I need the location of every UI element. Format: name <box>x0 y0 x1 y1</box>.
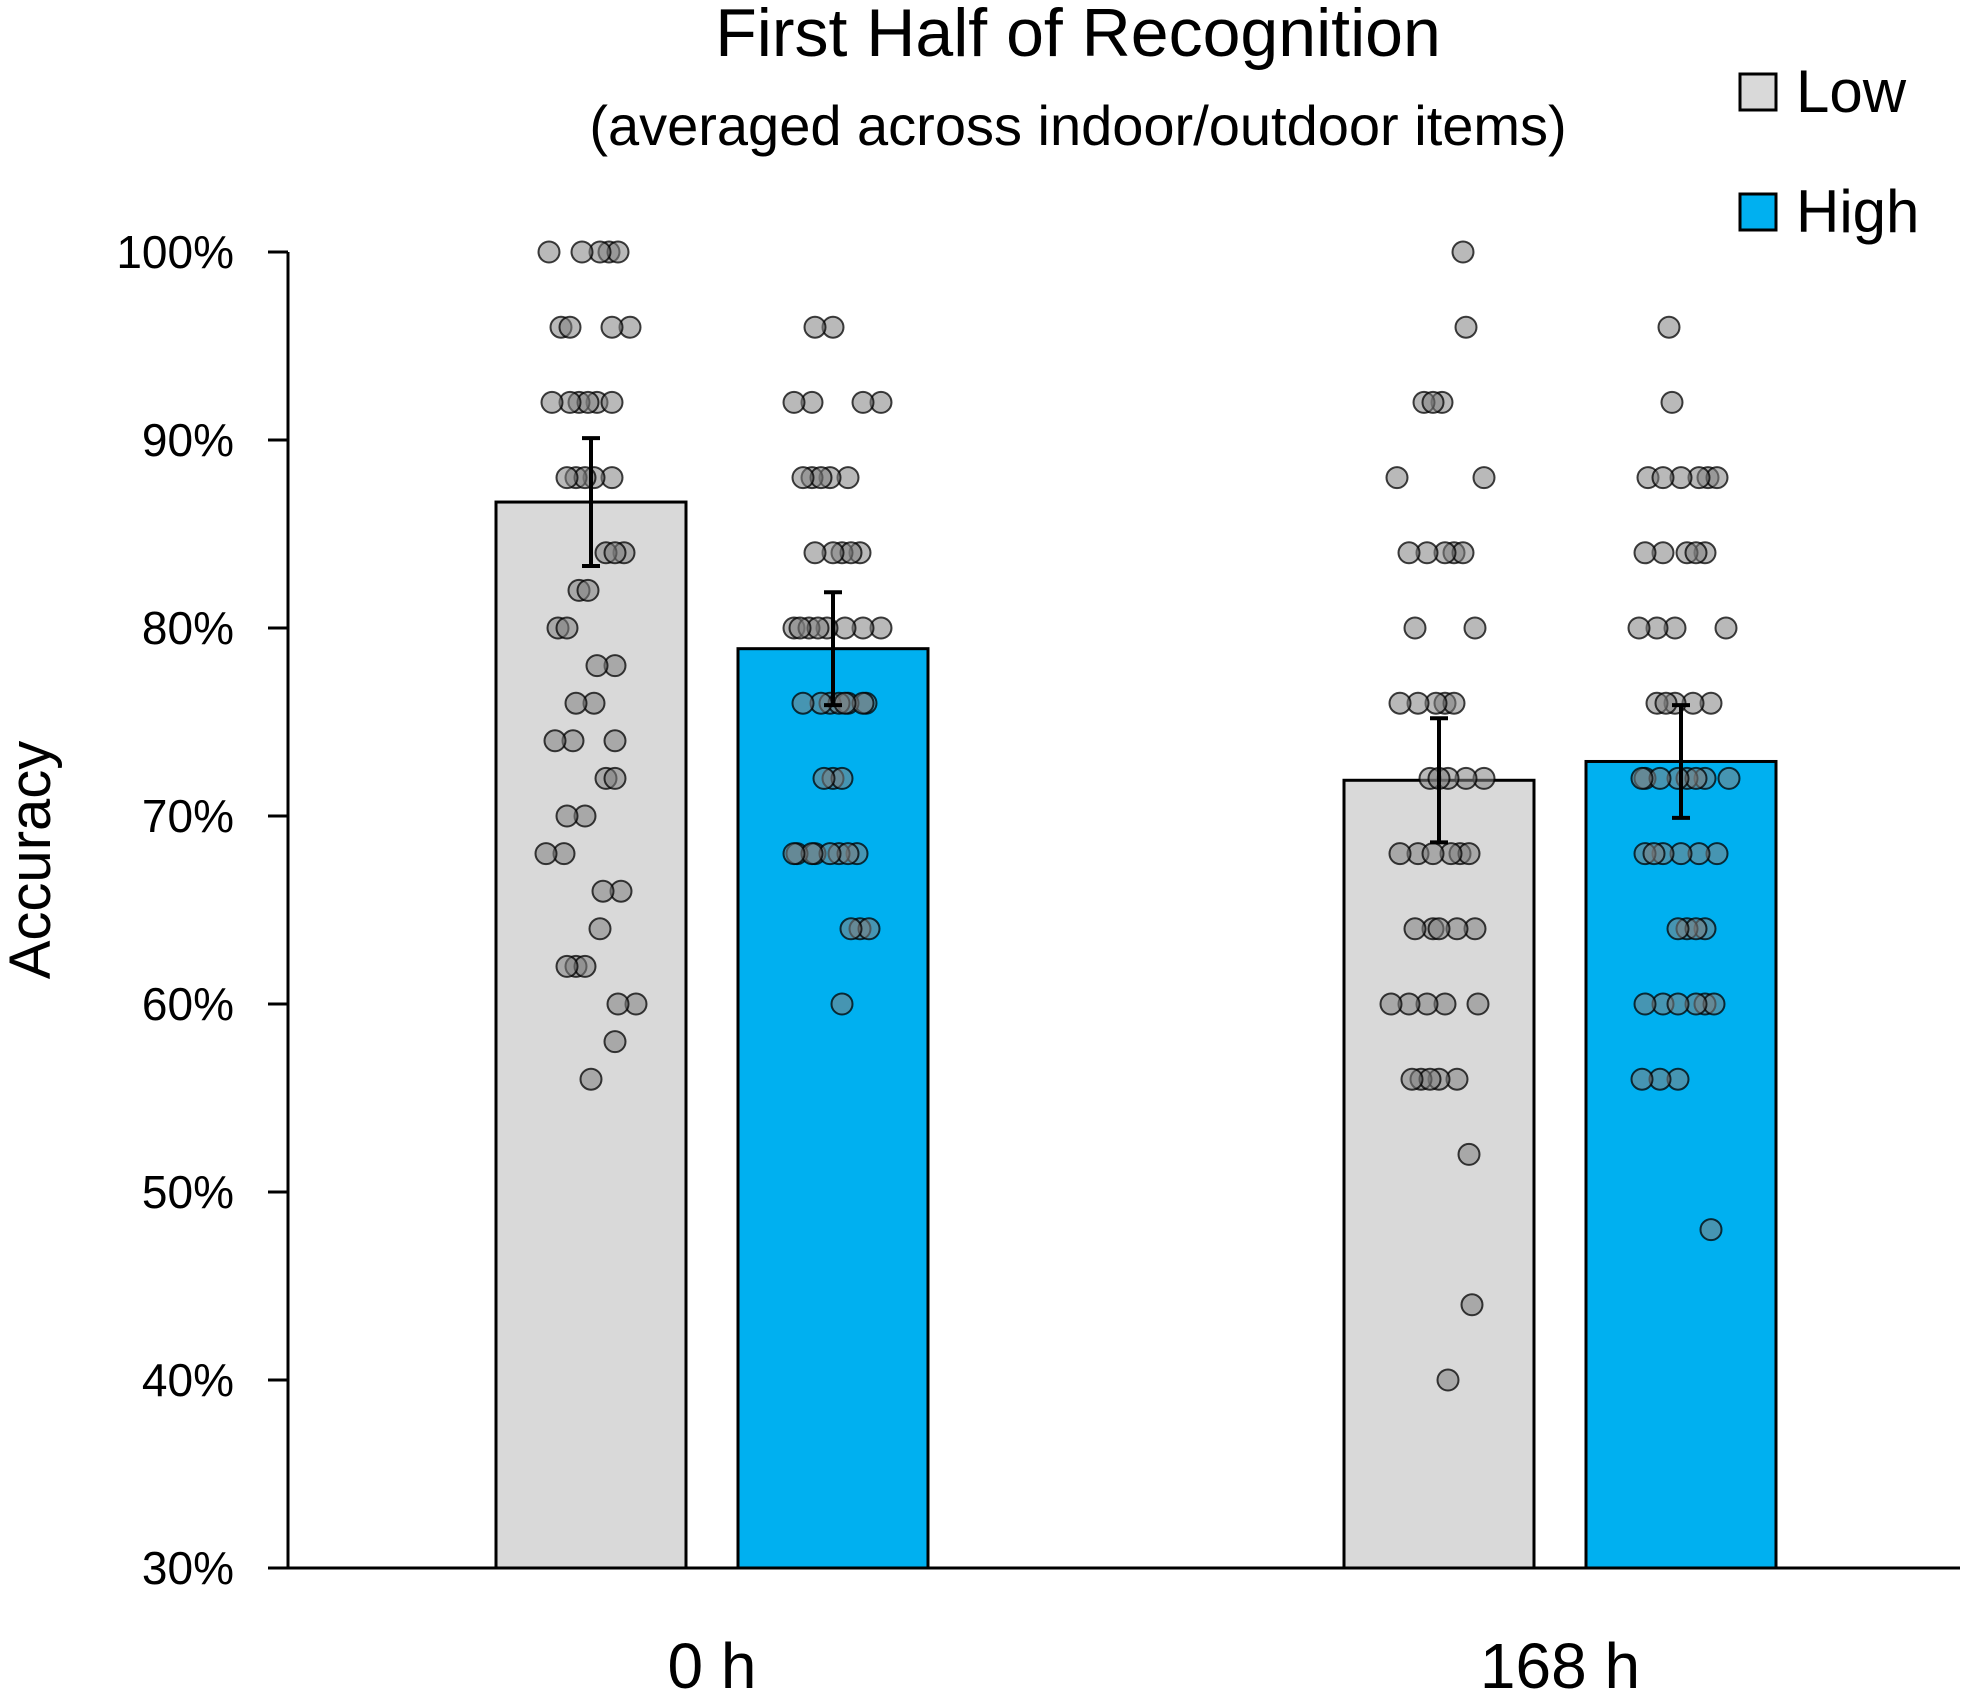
data-point-low-168h <box>1403 616 1427 640</box>
data-point-low-0h <box>600 315 624 339</box>
data-point-high-168h <box>1651 466 1675 490</box>
x-category-label-0h: 0 h <box>668 1630 757 1691</box>
data-point-high-0h <box>791 691 815 715</box>
bar-high-0h <box>736 647 930 1570</box>
data-point-low-168h <box>1397 541 1421 565</box>
data-point-high-0h <box>839 917 863 941</box>
data-point-low-168h <box>1388 842 1412 866</box>
data-point-low-0h <box>555 954 579 978</box>
data-point-low-0h <box>564 691 588 715</box>
data-point-high-0h <box>830 992 854 1016</box>
y-ticks: 30% 40% 50% 60% 70% 80% 90% 100% <box>116 226 288 1594</box>
data-point-low-168h <box>1385 466 1409 490</box>
legend-label-low: Low <box>1796 58 1907 125</box>
data-point-low-0h <box>603 766 627 790</box>
data-point-low-168h <box>1463 616 1487 640</box>
data-point-low-0h <box>606 992 630 1016</box>
data-point-low-168h <box>1436 1368 1460 1392</box>
data-point-low-168h <box>1457 1142 1481 1166</box>
bar-low-0h <box>494 500 688 1570</box>
data-point-high-168h <box>1633 992 1657 1016</box>
y-tick-label: 30% <box>142 1542 234 1594</box>
error-bars-layer <box>582 436 1690 845</box>
data-point-low-0h <box>588 917 612 941</box>
data-point-high-168h <box>1627 616 1651 640</box>
data-point-low-0h <box>540 390 564 414</box>
bar-low-168h <box>1342 778 1536 1570</box>
data-point-low-0h <box>555 466 579 490</box>
data-point-high-168h <box>1642 842 1666 866</box>
data-point-low-0h <box>543 729 567 753</box>
data-point-high-168h <box>1666 992 1690 1016</box>
data-point-high-0h <box>803 315 827 339</box>
y-tick-label: 90% <box>142 414 234 466</box>
y-tick-label: 40% <box>142 1354 234 1406</box>
data-point-low-0h <box>585 654 609 678</box>
data-point-low-168h <box>1466 992 1490 1016</box>
data-point-low-168h <box>1400 1067 1424 1091</box>
x-category-label-168h: 168 h <box>1480 1630 1640 1691</box>
data-point-low-168h <box>1472 466 1496 490</box>
y-axis-label: Accuracy <box>0 741 63 980</box>
data-point-low-0h <box>570 240 594 264</box>
legend: Low High <box>1738 58 1919 245</box>
y-tick-label: 70% <box>142 790 234 842</box>
data-point-high-168h <box>1666 917 1690 941</box>
data-point-high-168h <box>1717 766 1741 790</box>
data-point-low-168h <box>1421 842 1445 866</box>
data-point-high-168h <box>1714 616 1738 640</box>
data-point-low-0h <box>576 578 600 602</box>
data-point-low-0h <box>603 541 627 565</box>
y-tick-label: 100% <box>116 226 234 278</box>
bar-high-168h <box>1584 759 1778 1570</box>
legend-item-high: High <box>1738 178 1919 245</box>
data-point-high-168h <box>1657 315 1681 339</box>
legend-item-low: Low <box>1738 58 1907 125</box>
data-point-low-168h <box>1388 691 1412 715</box>
data-point-low-168h <box>1454 315 1478 339</box>
data-point-high-0h <box>812 766 836 790</box>
data-point-high-0h <box>851 390 875 414</box>
data-point-high-0h <box>788 616 812 640</box>
data-point-low-168h <box>1379 992 1403 1016</box>
bars-layer <box>494 500 1778 1570</box>
data-point-high-168h <box>1630 1067 1654 1091</box>
data-point-low-168h <box>1421 390 1445 414</box>
legend-swatch-high <box>1738 192 1778 232</box>
data-point-high-168h <box>1660 390 1684 414</box>
data-point-high-0h <box>782 842 806 866</box>
data-point-low-0h <box>603 729 627 753</box>
legend-label-high: High <box>1796 178 1919 245</box>
data-point-low-0h <box>558 315 582 339</box>
chart-title: First Half of Recognition <box>715 0 1441 71</box>
y-tick-label: 50% <box>142 1166 234 1218</box>
data-point-high-168h <box>1684 541 1708 565</box>
data-point-high-168h <box>1630 766 1654 790</box>
data-point-high-0h <box>803 541 827 565</box>
legend-swatch-low <box>1738 72 1778 112</box>
data-point-low-0h <box>603 1030 627 1054</box>
data-point-high-0h <box>791 466 815 490</box>
dots-layer <box>534 240 1741 1392</box>
data-point-low-168h <box>1460 1293 1484 1317</box>
data-point-low-0h <box>555 804 579 828</box>
y-tick-label: 60% <box>142 978 234 1030</box>
data-point-low-0h <box>600 390 624 414</box>
data-point-high-168h <box>1633 541 1657 565</box>
data-point-high-168h <box>1699 1218 1723 1242</box>
y-tick-label: 80% <box>142 602 234 654</box>
data-point-low-0h <box>555 616 579 640</box>
data-point-low-0h <box>579 1067 603 1091</box>
data-point-low-168h <box>1427 917 1451 941</box>
data-point-low-0h <box>537 240 561 264</box>
data-point-low-168h <box>1403 917 1427 941</box>
chart-subtitle: (averaged across indoor/outdoor items) <box>589 94 1566 157</box>
data-point-low-0h <box>534 842 558 866</box>
data-point-low-0h <box>591 879 615 903</box>
data-point-high-0h <box>782 390 806 414</box>
data-point-low-168h <box>1451 240 1475 264</box>
